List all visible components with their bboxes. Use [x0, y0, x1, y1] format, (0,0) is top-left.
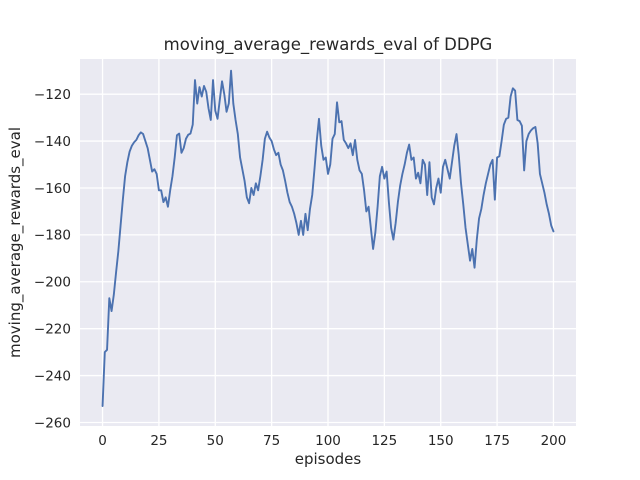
- chart-title: moving_average_rewards_eval of DDPG: [164, 35, 493, 55]
- y-tick-label: −240: [34, 368, 71, 384]
- y-tick-label: −180: [34, 228, 71, 244]
- x-tick-label: 0: [98, 433, 107, 449]
- x-axis-ticks: 0 25 50 75 100 125 150 175 200: [98, 433, 566, 449]
- y-tick-label: −140: [34, 134, 71, 150]
- x-tick-label: 25: [150, 433, 167, 449]
- y-tick-label: −160: [34, 181, 71, 197]
- x-tick-label: 50: [207, 433, 224, 449]
- y-axis-ticks: −260 −240 −220 −200 −180 −160 −140 −120: [34, 87, 71, 431]
- x-axis-label: episodes: [295, 450, 362, 468]
- y-tick-label: −120: [34, 87, 71, 103]
- x-tick-label: 175: [484, 433, 510, 449]
- x-tick-label: 125: [371, 433, 397, 449]
- y-axis-label: moving_average_rewards_eval: [6, 127, 25, 358]
- x-tick-label: 75: [263, 433, 280, 449]
- grid: [80, 59, 576, 426]
- data-series: [101, 69, 555, 408]
- x-tick-label: 200: [541, 433, 567, 449]
- y-tick-label: −200: [34, 275, 71, 291]
- y-tick-label: −220: [34, 321, 71, 337]
- y-tick-label: −260: [34, 415, 71, 431]
- x-tick-label: 150: [428, 433, 454, 449]
- x-tick-label: 100: [315, 433, 341, 449]
- reward-line: [101, 69, 555, 408]
